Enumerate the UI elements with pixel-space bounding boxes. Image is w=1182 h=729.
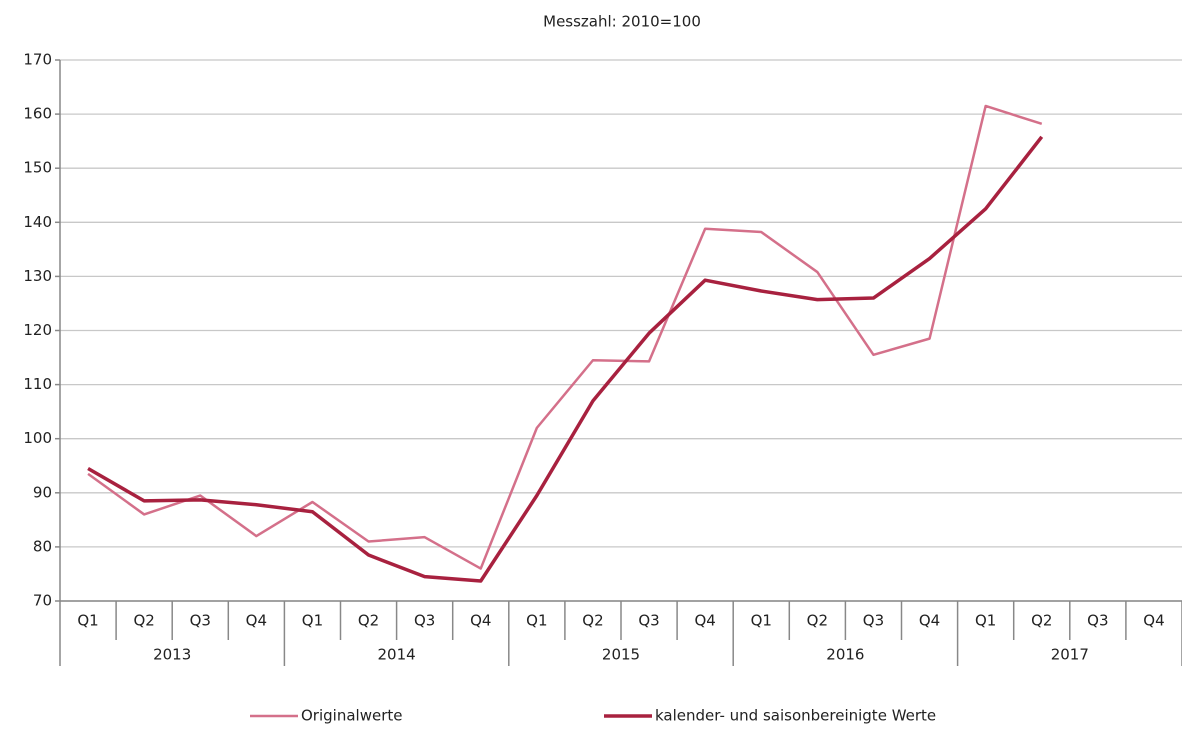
y-tick-label: 160 [23,105,52,123]
x-tick-label: Q1 [751,612,772,630]
legend-label: kalender- und saisonbereinigte Werte [655,707,936,725]
group-label: 2013 [153,646,191,664]
group-label: 2017 [1051,646,1089,664]
x-tick-label: Q2 [133,612,154,630]
x-tick-label: Q1 [526,612,547,630]
y-tick-label: 170 [23,51,52,69]
x-tick-label: Q3 [414,612,435,630]
y-tick-label: 110 [23,375,52,393]
group-label: 2015 [602,646,640,664]
y-tick-label: 80 [33,537,52,555]
y-tick-label: 100 [23,429,52,447]
x-tick-label: Q3 [638,612,659,630]
group-label: 2014 [378,646,416,664]
legend-label: Originalwerte [301,707,402,725]
x-tick-label: Q1 [77,612,98,630]
data-line [87,135,1044,583]
data-line [87,104,1043,570]
x-tick-label: Q1 [302,612,323,630]
x-tick-label: Q1 [975,612,996,630]
x-tick-label: Q4 [919,612,940,630]
y-tick-label: 130 [23,267,52,285]
x-tick-label: Q2 [358,612,379,630]
x-tick-label: Q2 [807,612,828,630]
y-tick-label: 90 [33,483,52,501]
x-tick-label: Q2 [1031,612,1052,630]
y-tick-label: 70 [33,592,52,610]
group-label: 2016 [826,646,864,664]
x-tick-label: Q3 [190,612,211,630]
x-tick-label: Q4 [246,612,267,630]
y-tick-label: 150 [23,159,52,177]
y-tick-label: 120 [23,321,52,339]
x-tick-label: Q4 [694,612,715,630]
x-tick-label: Q3 [1087,612,1108,630]
y-tick-label: 140 [23,213,52,231]
x-tick-label: Q4 [470,612,491,630]
x-tick-label: Q4 [1143,612,1164,630]
chart-title: Messzahl: 2010=100 [543,13,701,31]
x-tick-label: Q2 [582,612,603,630]
x-tick-label: Q3 [863,612,884,630]
